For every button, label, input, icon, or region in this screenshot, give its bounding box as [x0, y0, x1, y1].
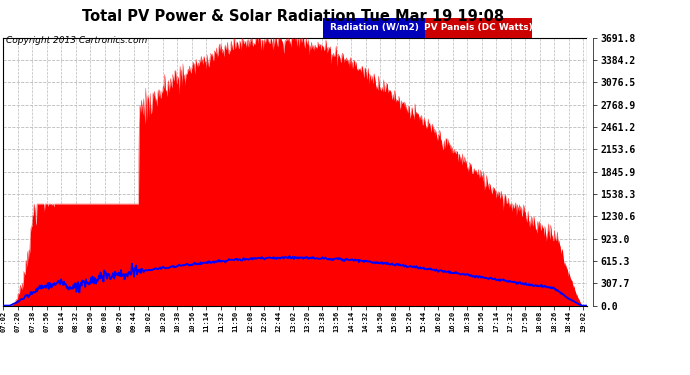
Text: PV Panels (DC Watts): PV Panels (DC Watts) [424, 23, 533, 32]
Text: Total PV Power & Solar Radiation Tue Mar 19 19:08: Total PV Power & Solar Radiation Tue Mar… [82, 9, 504, 24]
Text: Radiation (W/m2): Radiation (W/m2) [330, 23, 418, 32]
Text: Copyright 2013 Cartronics.com: Copyright 2013 Cartronics.com [6, 36, 147, 45]
